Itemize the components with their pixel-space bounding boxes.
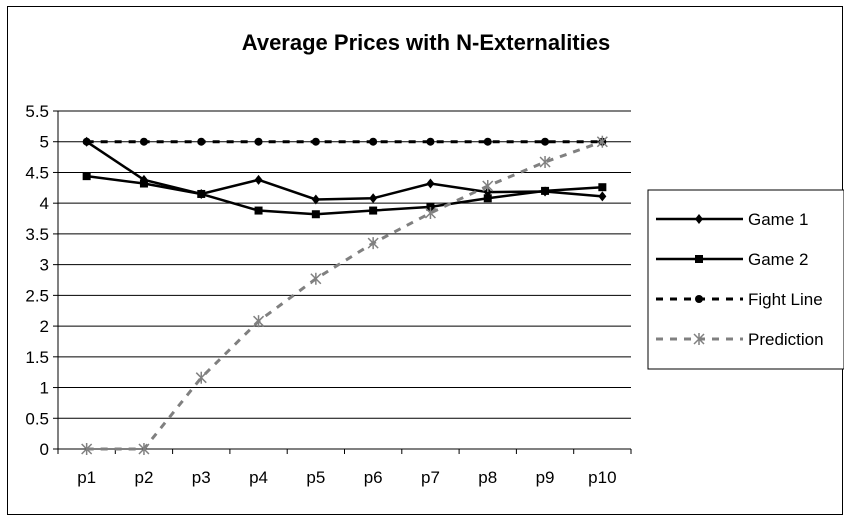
data-point	[254, 137, 263, 146]
data-point	[81, 443, 93, 455]
y-tick-label: 5	[40, 133, 49, 152]
x-tick-label: p4	[249, 468, 268, 487]
x-tick-label: p7	[421, 468, 440, 487]
data-point	[254, 174, 263, 185]
x-tick-label: p1	[77, 468, 96, 487]
data-point	[139, 137, 148, 146]
x-tick-label: p10	[588, 468, 616, 487]
data-point	[483, 194, 492, 203]
x-tick-label: p3	[192, 468, 211, 487]
data-point	[82, 137, 91, 146]
series-prediction	[81, 135, 608, 455]
data-point	[693, 333, 705, 345]
data-point	[311, 137, 320, 146]
x-tick-label: p5	[306, 468, 325, 487]
data-point	[369, 193, 378, 204]
series-game-2	[82, 172, 607, 219]
data-point	[82, 172, 91, 181]
data-point	[695, 295, 703, 303]
data-point	[596, 135, 608, 148]
legend-item: Game 1	[656, 210, 808, 229]
data-point	[367, 237, 379, 250]
y-tick-label: 2.5	[25, 286, 49, 305]
data-point	[482, 179, 494, 192]
data-point	[695, 214, 703, 224]
legend: Game 1 Game 2 Fight Line Prediction	[647, 189, 844, 370]
chart-title: Average Prices with N-Externalities	[242, 30, 610, 55]
y-tick-label: 3	[40, 256, 49, 275]
data-point	[426, 202, 435, 211]
series-line	[86, 140, 603, 451]
data-point	[254, 206, 263, 215]
data-point	[539, 156, 551, 169]
x-tick-label: p2	[134, 468, 153, 487]
x-tick-label: p9	[536, 468, 555, 487]
line-chart: Average Prices with N-Externalities 0 0.5…	[25, 30, 844, 487]
data-point	[598, 183, 607, 192]
data-point	[195, 371, 207, 384]
axes: 0 0.5 1 1.5 2 2.5 3 3.5 4 4.5 5 5.5 p1 p2 p3 p4 p5 p6 p7 p8…	[25, 102, 632, 487]
x-tick-label: p6	[364, 468, 383, 487]
legend-label: Game 1	[748, 210, 808, 229]
series-group	[81, 135, 608, 455]
y-tick-label: 3.5	[25, 225, 49, 244]
series-line	[86, 174, 603, 216]
legend-item: Fight Line	[656, 290, 823, 309]
data-point	[253, 315, 265, 328]
data-point	[695, 255, 703, 263]
data-point	[310, 272, 322, 285]
x-tick-label: p8	[478, 468, 497, 487]
data-point	[369, 206, 378, 215]
data-point	[369, 137, 378, 146]
series-line	[85, 140, 603, 201]
y-tick-label: 0.5	[25, 409, 49, 428]
data-point	[139, 179, 148, 188]
y-tick-label: 0	[40, 440, 49, 459]
data-point	[426, 178, 435, 189]
legend-label: Game 2	[748, 250, 808, 269]
data-point	[598, 191, 607, 202]
data-point	[483, 137, 492, 146]
data-point	[138, 443, 150, 455]
y-tick-label: 5.5	[25, 102, 49, 121]
legend-label: Fight Line	[748, 290, 823, 309]
data-point	[541, 186, 550, 195]
y-tick-label: 2	[40, 317, 49, 336]
legend-item: Prediction	[656, 330, 824, 349]
data-point	[541, 137, 550, 146]
data-point	[424, 207, 436, 220]
data-point	[311, 194, 320, 205]
y-tick-label: 1	[40, 379, 49, 398]
chart-frame: Average Prices with N-Externalities 0 0.5…	[7, 6, 844, 515]
y-tick-label: 1.5	[25, 348, 49, 367]
y-tick-label: 4.5	[25, 163, 49, 182]
data-point	[197, 189, 206, 198]
data-point	[197, 137, 206, 146]
data-point	[311, 210, 320, 219]
legend-item: Game 2	[656, 250, 808, 269]
data-point	[426, 137, 435, 146]
legend-label: Prediction	[748, 330, 824, 349]
y-tick-label: 4	[40, 194, 49, 213]
